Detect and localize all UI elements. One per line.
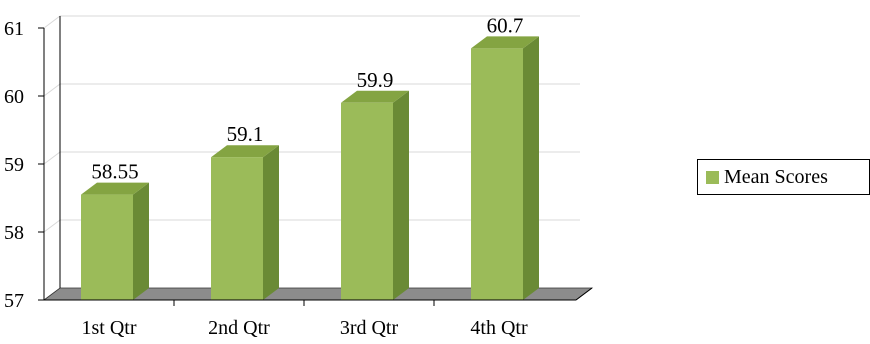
- bars: [81, 36, 539, 301]
- gridline-side: [43, 83, 61, 97]
- bar-group: [211, 145, 279, 300]
- data-label: 59.9: [357, 68, 394, 92]
- y-tick-label: 61: [4, 18, 24, 40]
- bar-top: [341, 90, 409, 103]
- bar-side: [393, 90, 409, 300]
- data-label: 59.1: [227, 122, 264, 146]
- bar-top: [471, 36, 539, 49]
- x-axis-edge: [575, 287, 593, 301]
- gridline-side: [43, 151, 61, 165]
- bar-side: [263, 145, 279, 300]
- x-tick-label: 2nd Qtr: [208, 317, 270, 339]
- bar-top: [81, 182, 149, 195]
- data-label: 60.7: [487, 13, 524, 37]
- labels: 57 58 59 60 61 58.55 1st Qtr 59.1 2nd Qtr 59.9 3rd…: [4, 13, 528, 339]
- y-tick-label: 60: [4, 86, 24, 108]
- x-tick-label: 4th Qtr: [470, 317, 528, 339]
- axes: [38, 16, 593, 306]
- legend: Mean Scores: [697, 159, 870, 195]
- bar: [81, 194, 133, 300]
- x-tick-label: 1st Qtr: [82, 317, 137, 339]
- legend-label-mean-scores: Mean Scores: [724, 165, 828, 188]
- gridline-side: [43, 15, 61, 29]
- bar-group: [81, 182, 149, 300]
- gridline-side: [43, 219, 61, 233]
- y-tick-label: 59: [4, 154, 24, 176]
- bar: [211, 157, 263, 300]
- y-tick-label: 57: [4, 290, 24, 312]
- legend-swatch: [706, 170, 719, 184]
- bar-group: [471, 36, 539, 301]
- x-tick-label: 3rd Qtr: [340, 317, 399, 339]
- bar: [341, 102, 393, 300]
- bar: [471, 48, 523, 301]
- y-tick-label: 58: [4, 222, 24, 244]
- data-label: 58.55: [91, 160, 138, 184]
- bar-side: [523, 36, 539, 301]
- bar-group: [341, 90, 409, 300]
- bar-side: [133, 182, 149, 300]
- bar-top: [211, 145, 279, 158]
